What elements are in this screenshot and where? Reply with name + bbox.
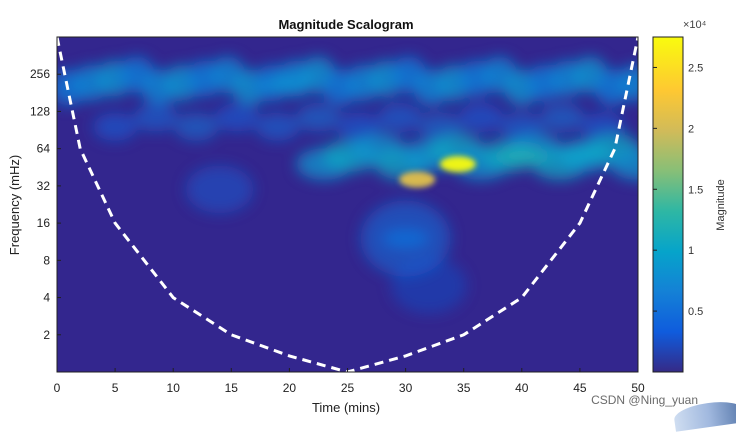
colorbar-tick-label: 2.5 xyxy=(688,62,703,74)
y-tick-label: 2 xyxy=(43,328,50,342)
x-tick-label: 20 xyxy=(283,381,297,395)
colorbar-tick-label: 1.5 xyxy=(688,184,703,196)
mid-freq-band-cell xyxy=(377,103,422,132)
cone-of-influence-layer xyxy=(57,37,638,372)
x-tick-label: 10 xyxy=(167,381,181,395)
y-axis: 2 4 8 16 32 64 128 256 xyxy=(30,67,61,342)
x-axis: 0 5 10 15 20 25 30 35 40 45 50 xyxy=(54,368,645,395)
colorbar-tick-label: 2 xyxy=(688,123,694,135)
feature-band-continuation xyxy=(555,143,604,164)
low-freq-tail xyxy=(390,257,467,314)
high-freq-band-cell xyxy=(617,64,638,101)
x-tick-label: 35 xyxy=(457,381,471,395)
y-tick-label: 16 xyxy=(37,216,51,230)
feature-high-frequency-band xyxy=(265,74,314,95)
colorbar-label: Magnitude xyxy=(715,179,727,230)
mid-freq-band-cell xyxy=(133,103,178,132)
mid-freq-band-cell xyxy=(174,112,219,141)
colorbar-gradient xyxy=(652,36,684,373)
x-tick-label: 0 xyxy=(54,381,61,395)
colorbar: 0.5 1 1.5 2 2.5 ×10⁴ Magnitude xyxy=(652,19,727,373)
y-tick-label: 256 xyxy=(30,67,50,81)
colorbar-tick-label: 0.5 xyxy=(688,306,703,318)
feature-secondary-peak xyxy=(399,171,436,188)
colorbar-tick-label: 1 xyxy=(688,245,694,257)
mid-freq-band-cell xyxy=(215,103,260,132)
y-tick-label: 32 xyxy=(37,179,51,193)
x-tick-label: 15 xyxy=(225,381,239,395)
peak-group xyxy=(399,156,476,188)
mid-freq-band-cell xyxy=(93,112,138,141)
watermark: CSDN @Ning_yuan xyxy=(591,393,698,407)
y-tick-label: 4 xyxy=(43,291,50,305)
colorbar-ticks: 0.5 1 1.5 2 2.5 xyxy=(653,62,703,318)
feature-peak xyxy=(439,156,476,173)
y-tick-label: 64 xyxy=(37,142,51,156)
mid-freq-band-cell xyxy=(540,103,585,132)
y-axis-label: Frequency (mHz) xyxy=(7,155,22,255)
heatmap-layer xyxy=(57,37,638,372)
main-band-cell xyxy=(610,148,638,181)
cone-of-influence-line xyxy=(57,37,638,372)
y-tick-label: 8 xyxy=(43,253,50,267)
mid-freq-band-cell xyxy=(296,103,341,132)
feature-band-continuation xyxy=(497,145,546,166)
x-tick-label: 25 xyxy=(341,381,355,395)
scalogram-figure: 0 5 10 15 20 25 30 35 40 45 50 2 4 8 16 32 64 128 256 Mag… xyxy=(7,17,736,432)
x-axis-label: Time (mins) xyxy=(312,400,380,415)
mid-freq-band-cell xyxy=(255,112,300,141)
x-tick-label: 45 xyxy=(573,381,587,395)
x-tick-label: 40 xyxy=(515,381,529,395)
chart-title: Magnitude Scalogram xyxy=(278,17,413,32)
x-tick-label: 30 xyxy=(399,381,413,395)
feature-low-frequency-smear xyxy=(381,228,430,249)
x-tick-label: 50 xyxy=(631,381,645,395)
x-tick-label: 5 xyxy=(112,381,119,395)
y-tick-label: 128 xyxy=(30,104,50,118)
scalogram-chart: 0 5 10 15 20 25 30 35 40 45 50 2 4 8 16 32 64 128 256 Mag… xyxy=(7,17,727,415)
colorbar-multiplier: ×10⁴ xyxy=(683,19,707,31)
mid-freq-band-cell xyxy=(459,103,504,132)
early-mid-band xyxy=(185,165,254,214)
